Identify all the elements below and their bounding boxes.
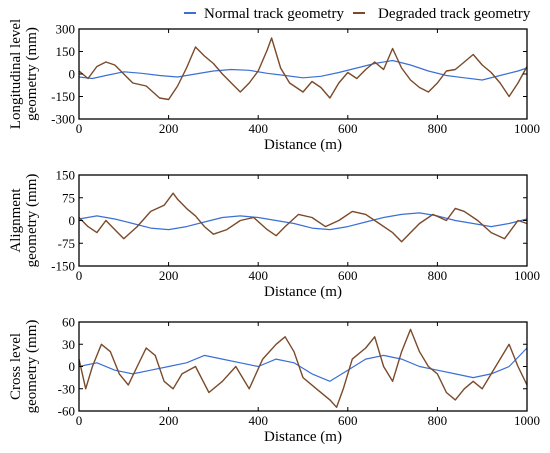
chart-panel-1: 0 200 400 600 800 1000 300 150 0 -150 -300 Distance…	[8, 19, 540, 153]
y-axis-label: geometry (mm)	[24, 174, 40, 268]
series-line-normal	[78, 212, 528, 231]
x-tick-label: 800	[428, 121, 448, 136]
x-tick-label: 200	[159, 121, 179, 136]
x-tick-label: 0	[76, 121, 83, 136]
x-tick-label: 1000	[514, 268, 540, 283]
y-axis-label: Longitudinal level	[8, 19, 24, 129]
x-tick-label: 0	[76, 268, 83, 283]
x-tick-label: 600	[338, 413, 358, 428]
y-tick-label: -75	[58, 236, 75, 251]
y-tick-label: -150	[51, 89, 75, 104]
series-line-normal	[78, 59, 528, 81]
y-tick-label: 0	[69, 359, 76, 374]
chart-panel-3: 0 200 400 600 800 1000 60 30 0 -30 -60 Distance (m)…	[8, 315, 540, 446]
x-tick-label: 200	[159, 268, 179, 283]
y-tick-label: 300	[56, 22, 76, 37]
x-axis-label: Distance (m)	[264, 137, 342, 153]
x-tick-label: 600	[338, 268, 358, 283]
y-tick-label: -300	[51, 112, 75, 127]
y-tick-label: -60	[58, 404, 75, 419]
y-axis-label: geometry (mm)	[24, 27, 40, 121]
y-tick-label: 150	[56, 44, 76, 59]
series-line-degraded	[78, 37, 528, 101]
y-axis-label: Cross level	[8, 333, 24, 400]
legend-normal-label: Normal track geometry	[204, 6, 344, 22]
y-axis-label: Alignment	[8, 188, 24, 253]
series-line-degraded	[78, 192, 528, 243]
plot-frame	[78, 174, 528, 267]
panels: 0 200 400 600 800 10003001500-150-300Distance…	[8, 19, 540, 445]
x-tick-label: 1000	[514, 413, 540, 428]
series-line-degraded	[78, 328, 528, 408]
y-tick-label: 150	[56, 168, 76, 183]
legend-degraded-label: Degraded track geometry	[378, 6, 531, 22]
legend: Normal track geometry Degraded track geo…	[184, 6, 531, 22]
y-tick-label: -150	[51, 259, 75, 274]
y-tick-label: 0	[69, 67, 76, 82]
y-tick-label: -30	[58, 381, 75, 396]
x-tick-label: 400	[248, 413, 268, 428]
x-tick-label: 0	[76, 413, 83, 428]
y-axis-label: geometry (mm)	[24, 320, 40, 414]
x-tick-label: 800	[428, 413, 448, 428]
chart-panel-2: 0 200 400 600 800 1000 150 75 0 -75 -150 Distance (…	[8, 168, 540, 301]
x-axis-label: Distance (m)	[264, 284, 342, 300]
x-tick-label: 1000	[514, 121, 540, 136]
plot-frame	[78, 321, 528, 412]
x-tick-label: 400	[248, 268, 268, 283]
y-tick-label: 75	[62, 190, 75, 205]
x-axis-label: Distance (m)	[264, 429, 342, 445]
series-line-normal	[78, 347, 528, 382]
x-tick-label: 400	[248, 121, 268, 136]
y-tick-label: 60	[62, 315, 75, 330]
y-tick-label: 30	[62, 337, 75, 352]
x-tick-label: 800	[428, 268, 448, 283]
y-tick-label: 0	[69, 213, 76, 228]
x-tick-label: 600	[338, 121, 358, 136]
x-tick-label: 200	[159, 413, 179, 428]
